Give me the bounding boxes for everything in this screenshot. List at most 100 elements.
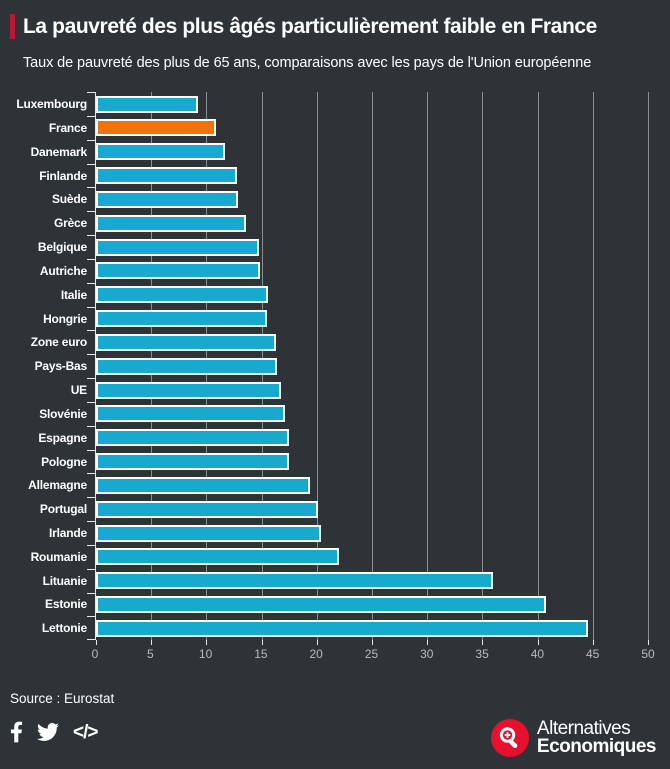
gridline: [316, 92, 318, 641]
y-axis-tick: [87, 473, 96, 475]
y-axis-tick: [87, 116, 96, 117]
x-axis: 0 5 10 15 20 25 30 35 40 45 50: [91, 647, 655, 664]
x-axis-tick: [482, 640, 484, 646]
bar-row: [96, 497, 648, 521]
country-label: Allemagne: [28, 478, 87, 493]
chart-header: La pauvreté des plus âgés particulièreme…: [0, 0, 670, 71]
bar-row: [96, 164, 648, 188]
y-axis-tick: [87, 425, 96, 427]
x-axis-tick-label: 5: [146, 647, 154, 662]
bar: [96, 286, 269, 304]
x-axis-tick-label: 20: [309, 647, 323, 662]
bar: [96, 572, 494, 590]
y-axis-tick: [87, 235, 96, 237]
bar: [96, 476, 311, 494]
bar-chart: Luxembourg France Danemark Finlande Suède Grè…: [0, 92, 670, 664]
bar-row: [96, 235, 648, 259]
publisher-logo[interactable]: Alternatives Economiques: [490, 718, 657, 757]
bars-container: [96, 92, 648, 640]
y-axis-tick: [87, 592, 96, 594]
bar-row: [96, 616, 648, 640]
bar-highlighted: [96, 119, 217, 137]
bar: [96, 262, 261, 280]
embed-code-icon[interactable]: </>: [73, 721, 99, 743]
country-label: Portugal: [39, 502, 87, 517]
title-accent-bar: [10, 14, 15, 40]
y-axis-tick: [87, 282, 96, 284]
gridline: [482, 92, 484, 641]
bar: [96, 405, 285, 423]
gridline: [648, 92, 649, 641]
country-label: Pologne: [41, 454, 87, 469]
plot-area: [87, 92, 649, 646]
bar: [96, 619, 589, 637]
bar: [96, 524, 322, 542]
x-axis-tick: [206, 640, 208, 646]
x-axis-tick: [537, 640, 539, 646]
y-axis-tick: [87, 378, 96, 380]
x-axis-tick: [316, 640, 318, 646]
y-axis-tick: [87, 449, 96, 451]
x-axis-tick: [592, 640, 594, 646]
page-title: La pauvreté des plus âgés particulièreme…: [23, 15, 597, 38]
bar: [96, 381, 282, 399]
country-label: Suède: [51, 192, 87, 207]
country-label: Zone euro: [30, 335, 87, 350]
bar: [96, 453, 290, 471]
country-label: Estonie: [45, 597, 87, 612]
bar-row: [96, 378, 648, 402]
bar-row: [96, 140, 648, 164]
bar-row: [96, 426, 648, 450]
bar-row: [96, 211, 648, 235]
country-label: Danemark: [30, 144, 88, 159]
bar-row: [96, 593, 648, 617]
logo-text-line1: Alternatives: [536, 718, 631, 739]
x-axis-tick-label: 0: [91, 647, 99, 662]
bar-row: [96, 307, 648, 331]
x-axis-tick: [261, 640, 263, 646]
bar: [96, 214, 247, 232]
country-label: Autriche: [39, 263, 87, 278]
x-axis-tick-label: 10: [198, 647, 213, 662]
y-axis-tick: [87, 544, 96, 546]
y-axis-labels: Luxembourg France Danemark Finlande Suède Grè…: [10, 92, 95, 640]
x-axis-tick-label: 45: [586, 647, 600, 662]
y-axis-tick: [87, 92, 96, 94]
bar: [96, 190, 239, 208]
x-axis-tick: [427, 640, 429, 646]
y-axis-tick: [87, 568, 96, 570]
bar-row: [96, 283, 648, 307]
facebook-icon[interactable]: [10, 721, 23, 743]
share-buttons: </>: [10, 721, 670, 743]
y-axis-tick: [87, 639, 96, 641]
bar: [96, 238, 260, 256]
x-axis-tick: [151, 640, 153, 646]
bar: [96, 548, 339, 566]
country-label: UE: [70, 383, 87, 398]
y-axis-tick: [87, 306, 96, 308]
country-label: Italie: [60, 287, 87, 302]
page-subtitle: Taux de pauvreté des plus de 65 ans, com…: [23, 55, 592, 72]
x-axis-tick-label: 15: [254, 647, 268, 662]
gridline: [537, 92, 539, 641]
bar-row: [96, 450, 648, 474]
gridline: [592, 92, 594, 641]
country-label: Pays-Bas: [34, 359, 88, 374]
country-label: Finlande: [39, 168, 87, 183]
country-label: Grèce: [53, 216, 87, 231]
x-axis-tick-label: 25: [364, 647, 379, 662]
country-label: Slovénie: [39, 406, 87, 421]
bar: [96, 429, 290, 447]
logo-text-line2: Economiques: [536, 736, 657, 757]
x-axis-tick-label: 35: [475, 647, 489, 662]
twitter-icon[interactable]: [36, 721, 60, 743]
bar: [96, 500, 318, 518]
x-axis-tick: [96, 640, 97, 646]
y-axis-tick: [87, 401, 96, 403]
gridline: [372, 92, 373, 641]
bar-row: [96, 330, 648, 354]
bar-row: [96, 545, 648, 569]
bar-row: [96, 473, 648, 497]
country-label: Espagne: [38, 430, 87, 445]
y-axis-tick: [87, 354, 96, 356]
